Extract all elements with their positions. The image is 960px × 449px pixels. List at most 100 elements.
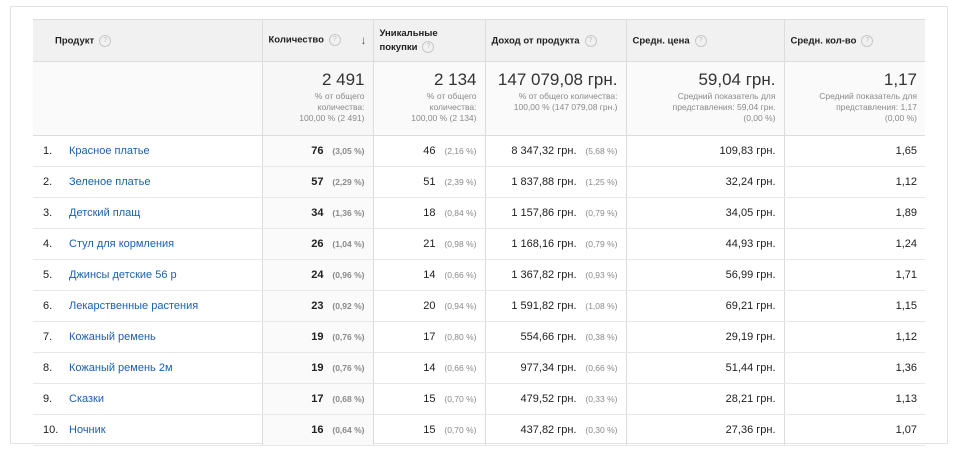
avg-qty-cell: 1,12 (783, 166, 925, 198)
avg-price-value: 69,21 грн. (725, 300, 776, 312)
product-cell: 10. Ночник (33, 414, 262, 446)
help-icon[interactable]: ? (861, 34, 874, 47)
revenue-percent: (0,38 %) (585, 332, 618, 342)
totals-avg-price: 59,04 грн. Средний показатель для предст… (625, 61, 784, 136)
avg-price-cell: 34,05 грн. (625, 197, 784, 229)
row-index: 3. (43, 207, 53, 219)
revenue-percent: (5,68 %) (585, 146, 618, 156)
table-row: 10. Ночник 16 (0,64 %) 15 (0,70 %) 437,82 грн.… (33, 414, 925, 446)
revenue-value: 437,82 грн. (520, 424, 577, 436)
help-icon[interactable]: ? (694, 34, 707, 47)
total-value: 2 134 (433, 70, 477, 89)
avg-price-value: 44,93 грн. (725, 238, 776, 250)
column-header-product[interactable]: Продукт? (33, 19, 262, 62)
unique-purchases-cell: 14 (0,66 %) (372, 352, 485, 384)
product-link[interactable]: Стул для кормления (69, 238, 175, 250)
row-index: 8. (43, 362, 53, 374)
column-header-quantity[interactable]: Количество? ↓ (261, 19, 373, 62)
avg-qty-value: 1,36 (895, 362, 917, 374)
unique-purchases-value: 14 (423, 269, 436, 281)
avg-price-cell: 27,36 грн. (625, 414, 784, 446)
revenue-value: 1 157,86 грн. (511, 207, 577, 219)
revenue-value: 8 347,32 грн. (511, 145, 577, 157)
product-link[interactable]: Детский плащ (69, 207, 141, 219)
product-cell: 1. Красное платье (33, 135, 262, 167)
quantity-percent: (1,36 %) (332, 208, 365, 218)
help-icon[interactable]: ? (422, 40, 435, 53)
revenue-cell: 1 157,86 грн. (0,79 %) (484, 197, 626, 229)
product-link[interactable]: Кожаный ремень (69, 331, 156, 343)
column-header-unique-purchases[interactable]: Уникальные покупки? (372, 19, 485, 62)
total-note: Средний показатель для представления: 1,… (791, 91, 917, 124)
quantity-value: 19 (311, 331, 324, 343)
unique-purchases-cell: 46 (2,16 %) (372, 135, 485, 167)
product-link[interactable]: Кожаный ремень 2м (69, 362, 173, 374)
total-value: 147 079,08 грн. (497, 70, 618, 89)
totals-quantity: 2 491 % от общего количества: 100,00 % (… (261, 61, 373, 136)
quantity-percent: (3,05 %) (332, 146, 365, 156)
unique-purchases-cell: 18 (0,84 %) (372, 197, 485, 229)
product-link[interactable]: Сказки (69, 393, 104, 405)
product-cell: 4. Стул для кормления (33, 228, 262, 260)
column-header-revenue[interactable]: Доход от продукта? (484, 19, 626, 62)
product-link[interactable]: Лекарственные растения (69, 300, 199, 312)
row-index: 5. (43, 269, 53, 281)
quantity-value: 34 (311, 207, 324, 219)
avg-qty-cell: 1,24 (783, 228, 925, 260)
unique-purchases-cell: 21 (0,98 %) (372, 228, 485, 260)
quantity-percent: (0,64 %) (332, 425, 365, 435)
revenue-cell: 1 591,82 грн. (1,08 %) (484, 290, 626, 322)
avg-qty-cell: 1,65 (783, 135, 925, 167)
avg-price-cell: 69,21 грн. (625, 290, 784, 322)
avg-price-cell: 109,83 грн. (625, 135, 784, 167)
table-row: 5. Джинсы детские 56 р 24 (0,96 %) 14 (0,66 %… (33, 259, 925, 291)
avg-qty-value: 1,65 (895, 145, 917, 157)
avg-qty-value: 1,89 (895, 207, 917, 219)
column-header-label: Средн. кол-во (790, 35, 857, 47)
unique-purchases-value: 17 (423, 331, 436, 343)
header-row: Продукт? Количество? ↓ Уникальные покупк… (33, 19, 925, 62)
total-note-line: 100,00 % (2 134) (411, 113, 477, 123)
avg-qty-cell: 1,15 (783, 290, 925, 322)
column-header-label: Доход от продукта (491, 35, 580, 47)
unique-purchases-value: 21 (423, 238, 436, 250)
revenue-cell: 1 367,82 грн. (0,93 %) (484, 259, 626, 291)
product-link[interactable]: Зеленое платье (69, 176, 151, 188)
total-note-line: Средний показатель для (819, 91, 917, 101)
table-row: 3. Детский плащ 34 (1,36 %) 18 (0,84 %) 1 157,… (33, 197, 925, 229)
revenue-cell: 437,82 грн. (0,30 %) (484, 414, 626, 446)
avg-price-cell: 44,93 грн. (625, 228, 784, 260)
product-cell: 9. Сказки (33, 383, 262, 415)
unique-purchases-percent: (2,39 %) (444, 177, 477, 187)
unique-purchases-cell: 17 (0,80 %) (372, 321, 485, 353)
row-index: 6. (43, 300, 53, 312)
sort-descending-icon[interactable]: ↓ (360, 33, 367, 47)
unique-purchases-value: 15 (423, 393, 436, 405)
product-link[interactable]: Джинсы детские 56 р (69, 269, 177, 281)
revenue-percent: (0,79 %) (585, 239, 618, 249)
product-link[interactable]: Красное платье (69, 145, 150, 157)
quantity-value: 16 (311, 424, 324, 436)
product-link[interactable]: Ночник (69, 424, 106, 436)
quantity-cell: 16 (0,64 %) (261, 414, 373, 446)
help-icon[interactable]: ? (328, 34, 341, 46)
totals-revenue: 147 079,08 грн. % от общего количества: … (484, 61, 626, 136)
unique-purchases-value: 51 (423, 176, 436, 188)
unique-purchases-value: 14 (423, 362, 436, 374)
total-note-line: % от общего (314, 91, 365, 101)
revenue-cell: 977,34 грн. (0,66 %) (484, 352, 626, 384)
column-header-avg-price[interactable]: Средн. цена? (625, 19, 784, 62)
product-report-table: Продукт? Количество? ↓ Уникальные покупк… (33, 19, 925, 446)
avg-qty-value: 1,13 (895, 393, 917, 405)
help-icon[interactable]: ? (99, 34, 112, 47)
table-rows: 1. Красное платье 76 (3,05 %) 46 (2,16 %) 8 34… (33, 135, 925, 446)
avg-price-value: 29,19 грн. (725, 331, 776, 343)
revenue-cell: 554,66 грн. (0,38 %) (484, 321, 626, 353)
column-header-avg-qty[interactable]: Средн. кол-во? (783, 19, 925, 62)
unique-purchases-value: 20 (423, 300, 436, 312)
table-row: 4. Стул для кормления 26 (1,04 %) 21 (0,98 %)… (33, 228, 925, 260)
avg-qty-value: 1,12 (895, 176, 917, 188)
avg-price-value: 28,21 грн. (725, 393, 776, 405)
help-icon[interactable]: ? (584, 34, 597, 47)
total-note: % от общего количества: 100,00 % (2 491) (269, 91, 365, 124)
